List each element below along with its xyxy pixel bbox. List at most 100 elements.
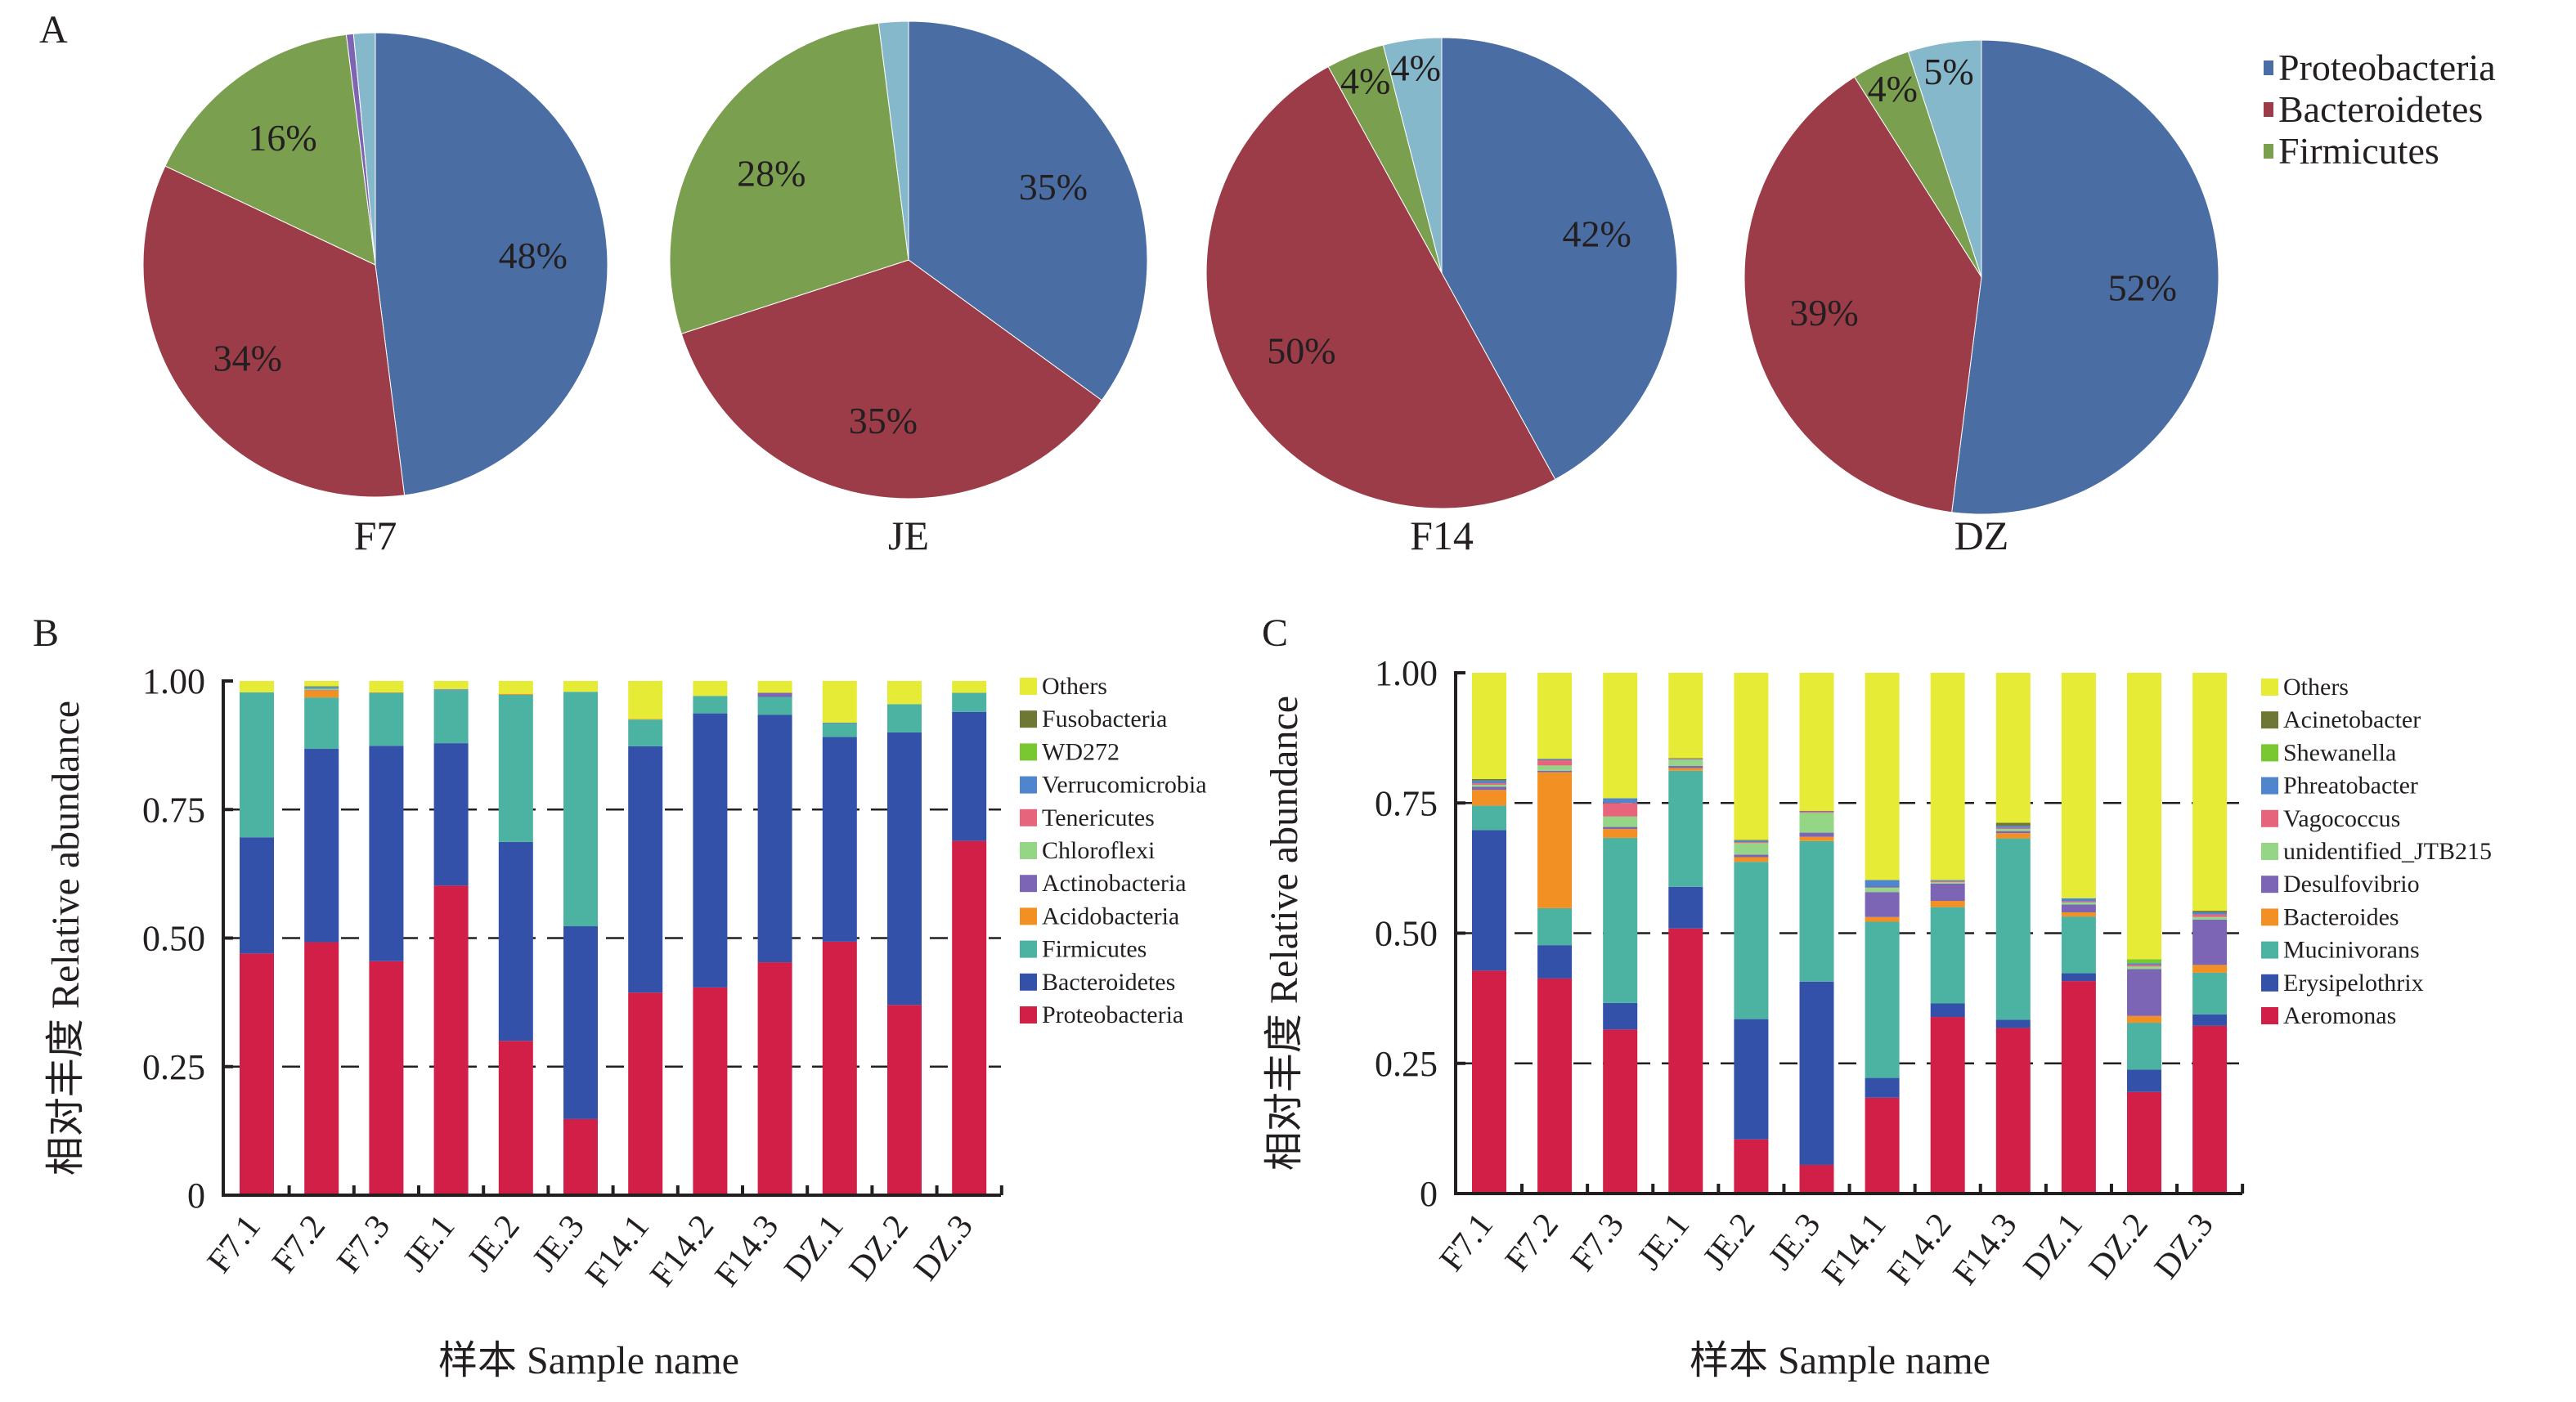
- bar-segment-phreatobacter: [1799, 811, 1834, 813]
- pie-data-label: 50%: [1267, 329, 1335, 371]
- bar-segment-desulfovibrio: [1865, 892, 1900, 917]
- bar-segment-erysipelothrix: [1799, 981, 1834, 1165]
- legend-swatch: [2261, 908, 2278, 926]
- legend-label: Verrucomicrobia: [1042, 772, 1207, 799]
- bar-segment-firmicutes: [498, 694, 533, 842]
- legend-label: Aeromonas: [2283, 1002, 2396, 1029]
- bar-segment-others: [757, 681, 792, 693]
- y-tick-label: 1.00: [142, 661, 205, 701]
- pie-slice-proteobacteria: [1951, 39, 2219, 515]
- pie-slice-others: [1907, 39, 1982, 278]
- legend-label: Shewanella: [2283, 739, 2396, 766]
- bar-segment-unidentified-jtb215: [2061, 902, 2096, 905]
- bar-f14-3: [1995, 673, 2031, 1194]
- legend-label: unidentified_JTB215: [2283, 838, 2492, 865]
- pie-name-label: F14: [1410, 513, 1474, 558]
- bar-segment-phreatobacter: [1865, 880, 1900, 888]
- legend-swatch: [2261, 809, 2278, 827]
- legend-swatch: [1020, 907, 1037, 925]
- legend-label: Bacteroidetes: [1042, 969, 1175, 996]
- bar-segment-proteobacteria: [757, 962, 792, 1195]
- bar-segment-aeromonas: [1472, 970, 1506, 1194]
- bar-f7-3: [369, 681, 404, 1195]
- legend-item-desulfovibrio: Desulfovibrio: [2261, 871, 2420, 898]
- legend-label: Proteobacteria: [2278, 47, 2496, 88]
- bar-segment-aeromonas: [1930, 1017, 1965, 1194]
- pie-data-label: 42%: [1563, 213, 1631, 254]
- bar-segment-unidentified-jtb215: [1472, 784, 1506, 787]
- x-tick-label: F7.2: [1498, 1207, 1566, 1279]
- legend-swatch: [2261, 876, 2278, 894]
- bar-segment-unidentified-jtb215: [2127, 966, 2161, 970]
- legend-item-fusobacteria: Fusobacteria: [1020, 705, 1167, 732]
- bar-segment-bacteroides: [2127, 1015, 2161, 1024]
- bar-segment-phreatobacter: [1537, 759, 1573, 761]
- bar-segment-desulfovibrio: [1799, 832, 1834, 837]
- bar-segment-others: [628, 681, 663, 719]
- y-axis-title: 相对丰度 Relative abundance: [44, 701, 88, 1176]
- bar-segment-erysipelothrix: [2192, 1014, 2228, 1026]
- bar-segment-proteobacteria: [952, 840, 987, 1195]
- bar-segment-verrucomicrobia: [433, 689, 469, 690]
- bar-segment-bacteroides: [1995, 833, 2031, 839]
- bar-segment-others: [240, 681, 274, 692]
- bar-segment-others: [2127, 673, 2161, 960]
- bar-segment-wd272: [304, 686, 339, 688]
- legend-item-others: Others: [2261, 674, 2349, 701]
- bar-segment-acidobacteria: [628, 719, 663, 720]
- bar-segment-aeromonas: [2192, 1025, 2228, 1194]
- legend-item-bacteroidetes: Bacteroidetes: [2264, 88, 2483, 130]
- pie-name-label: F7: [354, 513, 397, 558]
- bar-segment-others: [887, 681, 922, 705]
- bar-f14-2: [1930, 673, 1965, 1194]
- y-tick-label: 0.50: [1375, 914, 1438, 954]
- bar-segment-proteobacteria: [240, 953, 274, 1195]
- legend-swatch: [1020, 710, 1037, 728]
- bar-segment-others: [1930, 673, 1965, 880]
- legend-label: Erysipelothrix: [2283, 970, 2424, 997]
- pie-data-label: 39%: [1789, 292, 1858, 334]
- bar-segment-proteobacteria: [369, 961, 404, 1195]
- bar-segment-actinobacteria: [433, 689, 469, 691]
- y-tick-label: 0.75: [142, 790, 205, 830]
- legend-label: Fusobacteria: [1042, 705, 1167, 732]
- x-tick-label: DZ.3: [907, 1208, 981, 1288]
- bar-segment-erysipelothrix: [1603, 1002, 1638, 1030]
- x-axis-title: 样本 Sample name: [438, 1339, 739, 1382]
- legend-swatch: [2264, 60, 2273, 75]
- bar-segment-vagococcus: [1734, 842, 1769, 844]
- pie-slice-others: [877, 20, 909, 261]
- legend-item-tenericutes: Tenericutes: [1020, 804, 1155, 831]
- bar-segment-proteobacteria: [433, 885, 469, 1195]
- x-tick-label: F14.2: [1881, 1207, 1959, 1292]
- pie-je: 35% 35% 28% JE: [669, 20, 1148, 558]
- bar-segment-firmicutes: [369, 692, 404, 746]
- bar-segment-desulfovibrio: [1734, 854, 1769, 858]
- legend-item-bacteroides: Bacteroides: [2261, 903, 2399, 930]
- pie-data-label: 34%: [213, 338, 282, 379]
- bar-segment-acidobacteria: [369, 692, 404, 693]
- legend-swatch: [1020, 743, 1037, 761]
- bar-segment-mucinivorans: [1930, 907, 1965, 1004]
- y-axis-title: 相对丰度 Relative abundance: [1263, 696, 1306, 1171]
- legend-item-unidentified-jtb215: unidentified_JTB215: [2261, 838, 2492, 865]
- x-tick-label: F7.1: [1433, 1207, 1501, 1279]
- legend-item-proteobacteria: Proteobacteria: [1020, 1001, 1183, 1028]
- pie-slice-bacteroidetes: [1744, 76, 1982, 513]
- bar-segment-others: [1472, 673, 1506, 779]
- bar-segment-aeromonas: [1865, 1097, 1900, 1194]
- legend-item-bacteroidetes: Bacteroidetes: [1020, 969, 1175, 996]
- bar-segment-phreatobacter: [1472, 780, 1506, 784]
- legend-item-aeromonas: Aeromonas: [2261, 1002, 2396, 1029]
- bar-segment-others: [952, 681, 987, 693]
- x-tick-label: DZ.1: [778, 1208, 851, 1288]
- pie-slice-proteobacteria: [1441, 37, 1678, 481]
- legend-label: Tenericutes: [1042, 804, 1155, 831]
- bar-chart-b: F7.1F7.2F7.3JE.1JE.2JE.3F14.1F14.2F14.3D…: [44, 661, 1207, 1382]
- legend-item-mucinivorans: Mucinivorans: [2261, 937, 2420, 964]
- bar-je-2: [1734, 673, 1769, 1194]
- bar-segment-bacteroidetes: [304, 749, 339, 943]
